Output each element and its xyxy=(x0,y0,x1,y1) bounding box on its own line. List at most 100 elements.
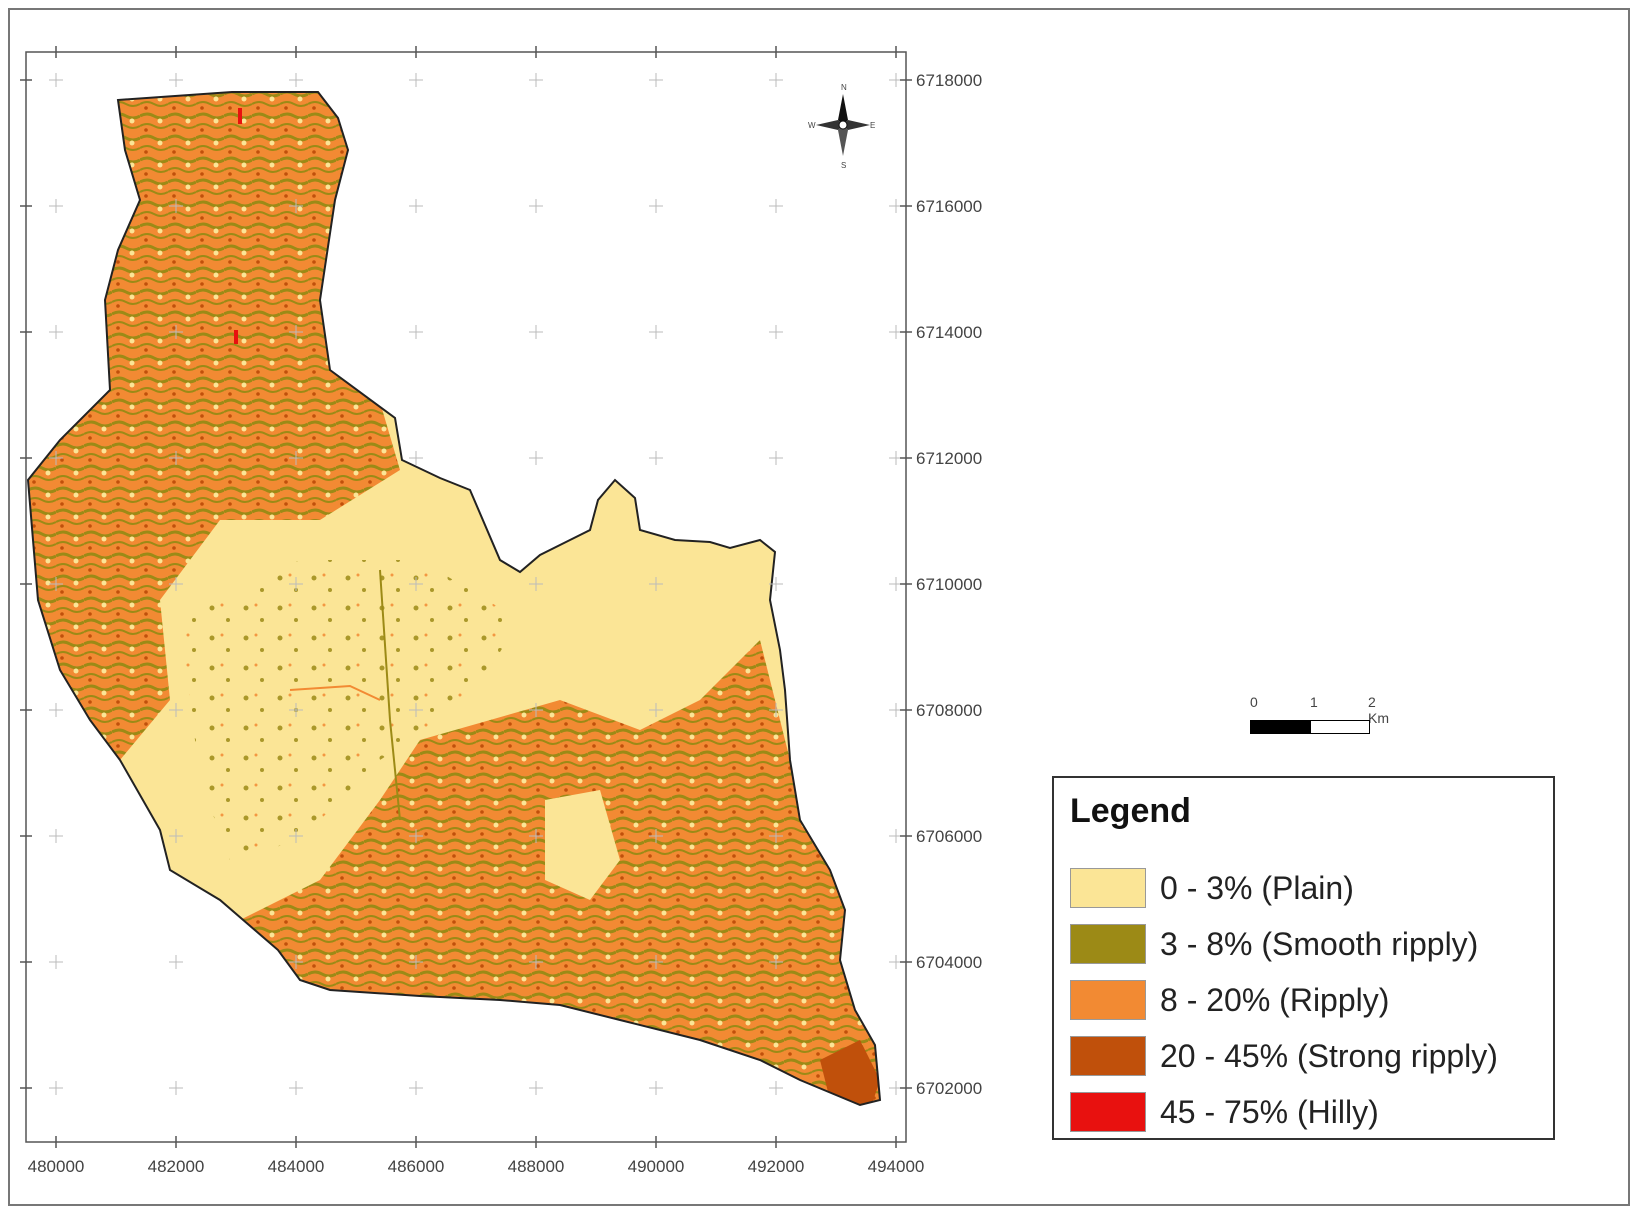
graticule-cross xyxy=(289,451,303,465)
graticule-cross xyxy=(169,325,183,339)
legend-item-hilly: 45 - 75% (Hilly) xyxy=(1070,1090,1379,1134)
graticule-cross xyxy=(289,955,303,969)
hilly-patch-1 xyxy=(238,108,242,124)
graticule-cross xyxy=(49,577,63,591)
graticule-cross xyxy=(409,451,423,465)
legend-label: 0 - 3% (Plain) xyxy=(1160,869,1354,906)
graticule-cross xyxy=(169,451,183,465)
graticule-cross xyxy=(169,199,183,213)
graticule-cross xyxy=(49,199,63,213)
legend-label: 45 - 75% (Hilly) xyxy=(1160,1093,1379,1130)
graticule-cross xyxy=(49,703,63,717)
graticule-cross xyxy=(169,829,183,843)
graticule-cross xyxy=(769,577,783,591)
y-tick-label: 6706000 xyxy=(916,827,982,846)
graticule-cross xyxy=(49,325,63,339)
legend-swatch xyxy=(1070,1092,1146,1132)
graticule-cross xyxy=(529,703,543,717)
graticule-cross xyxy=(529,451,543,465)
graticule-cross xyxy=(529,325,543,339)
graticule-cross xyxy=(649,1081,663,1095)
x-tick-label: 486000 xyxy=(388,1157,445,1176)
graticule-cross xyxy=(649,829,663,843)
y-tick-label: 6716000 xyxy=(916,197,982,216)
graticule-cross xyxy=(409,325,423,339)
legend-title: Legend xyxy=(1070,792,1191,830)
scale-label-2: 2 Km xyxy=(1368,694,1389,726)
legend-swatch xyxy=(1070,924,1146,964)
strong-ripply-patch xyxy=(820,1040,880,1105)
graticule-cross xyxy=(769,451,783,465)
x-tick-label: 492000 xyxy=(748,1157,805,1176)
north-arrow-icon: N S E W xyxy=(808,80,878,170)
legend-swatch xyxy=(1070,980,1146,1020)
graticule-cross xyxy=(649,577,663,591)
graticule-cross xyxy=(49,451,63,465)
scale-segment-white xyxy=(1310,720,1370,734)
graticule-cross xyxy=(49,829,63,843)
east-label: E xyxy=(870,121,875,130)
scale-label-0: 0 xyxy=(1250,694,1258,710)
map-frame xyxy=(8,8,1630,1206)
legend-label: 8 - 20% (Ripply) xyxy=(1160,981,1390,1018)
graticule-cross xyxy=(409,829,423,843)
graticule-cross xyxy=(289,199,303,213)
legend: Legend 0 - 3% (Plain) 3 - 8% (Smooth rip… xyxy=(1052,776,1555,1140)
x-tick-label: 480000 xyxy=(28,1157,85,1176)
graticule-cross xyxy=(289,1081,303,1095)
graticule-cross xyxy=(529,829,543,843)
graticule-cross xyxy=(409,577,423,591)
graticule-cross xyxy=(769,955,783,969)
x-axis-ticks: 480000 482000 484000 486000 488000 490000 4920… xyxy=(28,46,925,1176)
south-label: S xyxy=(841,161,846,170)
x-tick-label: 494000 xyxy=(868,1157,925,1176)
graticule-cross xyxy=(169,577,183,591)
y-tick-label: 6714000 xyxy=(916,323,982,342)
graticule-cross xyxy=(409,199,423,213)
x-tick-label: 488000 xyxy=(508,1157,565,1176)
smooth-streak xyxy=(379,569,401,821)
graticule-cross xyxy=(529,577,543,591)
x-tick-label: 482000 xyxy=(148,1157,205,1176)
y-tick-label: 6702000 xyxy=(916,1079,982,1098)
legend-swatch xyxy=(1070,1036,1146,1076)
graticule-cross xyxy=(769,1081,783,1095)
x-tick-label: 484000 xyxy=(268,1157,325,1176)
legend-label: 20 - 45% (Strong ripply) xyxy=(1160,1037,1498,1074)
legend-item-strong-ripply: 20 - 45% (Strong ripply) xyxy=(1070,1034,1498,1078)
graticule-cross xyxy=(649,451,663,465)
graticule-cross xyxy=(529,73,543,87)
graticule-cross xyxy=(649,199,663,213)
graticule-cross xyxy=(649,955,663,969)
ripply-streak xyxy=(289,684,381,701)
legend-item-ripply: 8 - 20% (Ripply) xyxy=(1070,978,1389,1022)
map-neatline xyxy=(25,51,907,1143)
west-label: W xyxy=(808,121,816,130)
graticule-cross xyxy=(769,325,783,339)
plain-patch xyxy=(545,790,620,900)
graticule-cross xyxy=(769,73,783,87)
graticule-cross xyxy=(649,73,663,87)
hilly-patch-2 xyxy=(234,330,238,344)
y-tick-label: 6708000 xyxy=(916,701,982,720)
legend-swatch xyxy=(1070,868,1146,908)
graticule-cross xyxy=(289,577,303,591)
legend-label: 3 - 8% (Smooth ripply) xyxy=(1160,925,1479,962)
graticule xyxy=(49,73,903,1095)
graticule-cross xyxy=(49,73,63,87)
graticule-cross xyxy=(769,703,783,717)
graticule-cross xyxy=(289,703,303,717)
graticule-cross xyxy=(289,73,303,87)
graticule-cross xyxy=(529,199,543,213)
graticule-cross xyxy=(529,955,543,969)
slope-region xyxy=(28,92,880,1105)
x-tick-label: 490000 xyxy=(628,1157,685,1176)
graticule-cross xyxy=(769,199,783,213)
graticule-cross xyxy=(169,955,183,969)
legend-item-plain: 0 - 3% (Plain) xyxy=(1070,866,1354,910)
graticule-cross xyxy=(409,955,423,969)
graticule-cross xyxy=(49,1081,63,1095)
graticule-cross xyxy=(49,955,63,969)
graticule-cross xyxy=(529,1081,543,1095)
